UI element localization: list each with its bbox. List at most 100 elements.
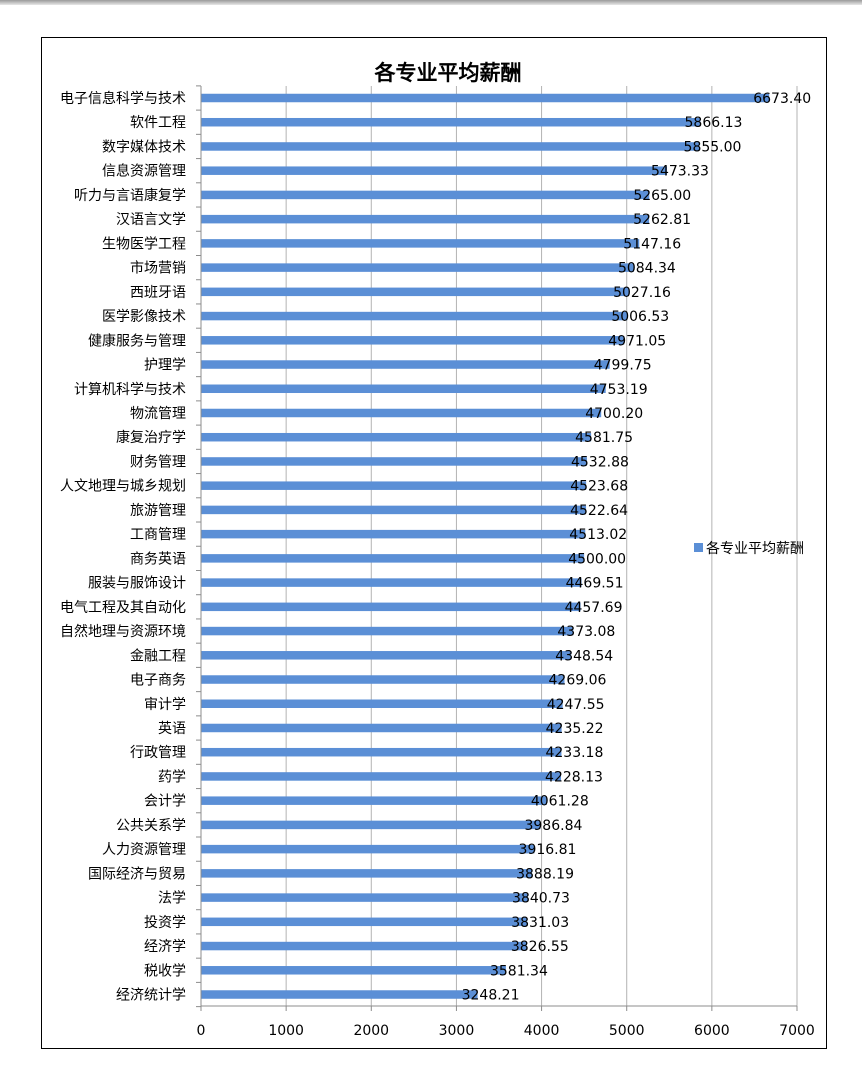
category-label: 信息资源管理 — [102, 163, 186, 180]
value-label: 4269.06 — [549, 673, 607, 689]
value-label: 5027.16 — [613, 285, 671, 301]
category-label: 会计学 — [144, 794, 186, 810]
category-label: 国际经济与贸易 — [88, 866, 186, 882]
value-label: 4753.19 — [590, 382, 648, 398]
category-label: 电气工程及其自动化 — [60, 600, 186, 616]
category-label: 工商管理 — [130, 527, 186, 543]
value-label: 4228.13 — [545, 769, 603, 785]
category-label: 西班牙语 — [130, 285, 186, 301]
value-label: 3840.73 — [512, 891, 570, 907]
category-label: 法学 — [158, 891, 186, 907]
value-label: 4513.02 — [569, 527, 627, 543]
bars — [201, 93, 770, 999]
value-label: 5084.34 — [618, 261, 676, 277]
bar — [201, 408, 602, 418]
value-label: 4457.69 — [565, 600, 623, 616]
value-label: 4799.75 — [594, 358, 652, 374]
value-labels: 6673.40 5866.13 5855.00 5473.33 5265.00 5262.… — [462, 91, 812, 1004]
category-label: 生物医学工程 — [102, 236, 186, 252]
bar — [201, 529, 586, 539]
bar — [201, 117, 701, 127]
category-label: 审计学 — [144, 697, 186, 713]
bar — [201, 336, 625, 345]
x-tick-label: 3000 — [439, 1023, 475, 1039]
category-label: 自然地理与资源环境 — [60, 623, 186, 640]
bar — [201, 772, 561, 781]
bar — [201, 190, 650, 200]
bar — [201, 796, 547, 805]
bar — [201, 93, 770, 103]
category-label: 护理学 — [144, 358, 186, 374]
value-label: 4500.00 — [568, 551, 626, 567]
bar — [201, 602, 581, 612]
category-labels: 电子信息科学与技术软件工程数字媒体技术信息资源管理听力与言语康复学汉语言文学生物… — [60, 90, 186, 1004]
bar — [201, 481, 587, 490]
x-tick-label: 4000 — [524, 1023, 560, 1039]
bar — [201, 142, 700, 151]
value-label: 6673.40 — [753, 91, 811, 107]
value-label: 3248.21 — [462, 988, 520, 1004]
value-label: 3581.34 — [490, 963, 548, 979]
value-label: 3888.19 — [516, 866, 574, 882]
category-label: 药学 — [158, 769, 186, 785]
bar — [201, 432, 592, 442]
bar — [201, 869, 533, 878]
bar — [201, 675, 565, 684]
category-label: 康复治疗学 — [116, 429, 186, 446]
value-label: 4700.20 — [585, 406, 643, 422]
x-tick-label: 7000 — [779, 1023, 815, 1039]
bar — [201, 384, 606, 394]
bar — [201, 457, 587, 466]
x-tick-label: 1000 — [268, 1023, 304, 1039]
category-label: 数字媒体技术 — [102, 139, 186, 155]
category-label: 汉语言文学 — [116, 212, 186, 228]
category-label: 人文地理与城乡规划 — [60, 479, 186, 495]
category-label: 听力与言语康复学 — [74, 187, 186, 204]
category-label: 金融工程 — [130, 648, 186, 664]
bar — [201, 578, 582, 587]
category-label: 医学影像技术 — [102, 309, 186, 325]
bar — [201, 287, 630, 297]
bar — [201, 723, 562, 733]
bar — [201, 311, 628, 321]
legend-label: 各专业平均薪酬 — [706, 541, 804, 557]
bar — [201, 966, 506, 975]
bar — [201, 214, 650, 224]
category-label: 行政管理 — [130, 745, 186, 761]
bar — [201, 651, 572, 660]
chart-title: 各专业平均薪酬 — [374, 61, 522, 85]
x-tick-label: 0 — [197, 1023, 206, 1039]
category-label: 英语 — [158, 720, 186, 737]
top-rule — [0, 0, 862, 5]
bar — [201, 941, 527, 951]
value-label: 3986.84 — [524, 818, 582, 834]
category-label: 经济学 — [144, 939, 186, 955]
bar — [201, 844, 535, 854]
x-tick-label: 2000 — [353, 1023, 389, 1039]
value-label: 5262.81 — [633, 212, 691, 228]
category-label: 人力资源管理 — [102, 842, 186, 858]
value-label: 3831.03 — [511, 915, 569, 931]
value-label: 5473.33 — [651, 164, 709, 180]
value-label: 4581.75 — [575, 430, 633, 446]
category-label: 服装与服饰设计 — [88, 576, 186, 592]
value-label: 5855.00 — [684, 139, 742, 155]
bar — [201, 893, 529, 902]
bar — [201, 626, 574, 636]
category-label: 健康服务与管理 — [88, 332, 186, 349]
value-label: 4373.08 — [557, 624, 615, 640]
bar — [201, 166, 668, 175]
category-label: 物流管理 — [130, 406, 186, 422]
bar — [201, 360, 610, 369]
x-tick-label: 5000 — [609, 1023, 645, 1039]
value-label: 5147.16 — [623, 236, 681, 252]
value-label: 4233.18 — [545, 745, 603, 761]
value-label: 4348.54 — [555, 648, 613, 664]
value-label: 4469.51 — [566, 576, 624, 592]
value-label: 4247.55 — [547, 697, 605, 713]
value-label: 4061.28 — [531, 794, 589, 810]
category-label: 经济统计学 — [116, 988, 186, 1004]
value-label: 4522.64 — [570, 503, 628, 519]
